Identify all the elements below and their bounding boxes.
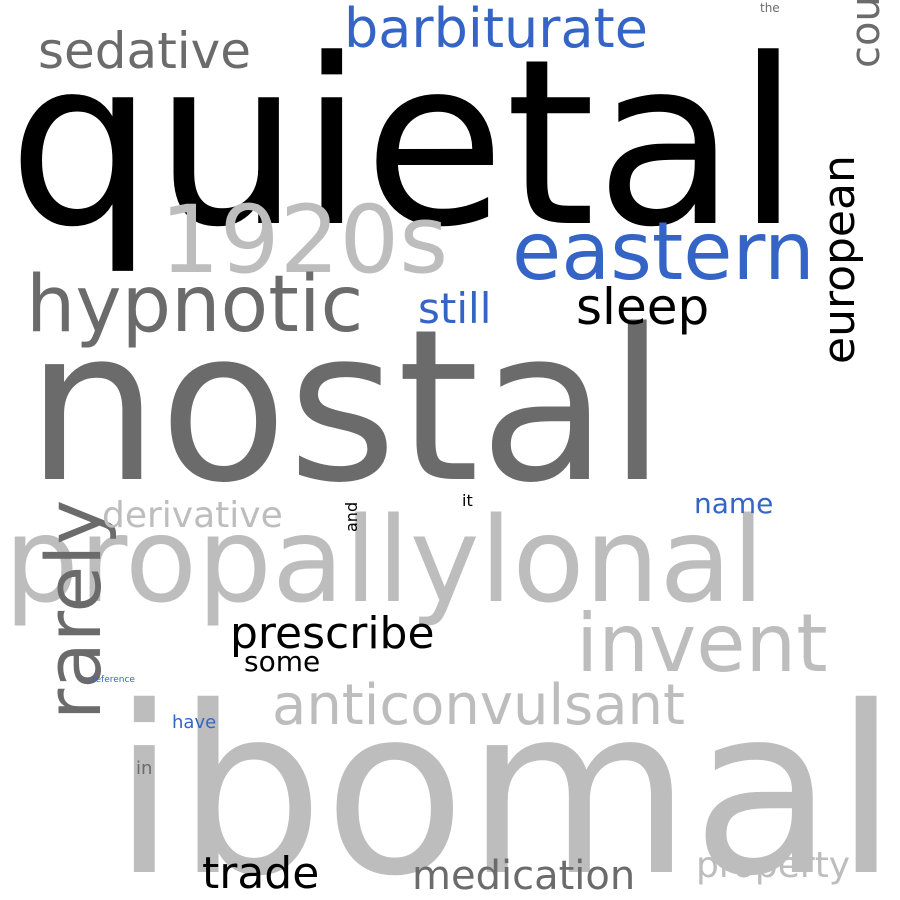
- word-eastern: eastern: [512, 205, 815, 298]
- word-derivative: derivative: [102, 495, 283, 536]
- word-rarely: rarely: [29, 499, 118, 720]
- word-in: in: [136, 758, 153, 779]
- word-property: property: [696, 845, 851, 886]
- word-invent: invent: [576, 597, 828, 690]
- word-nostal: nostal: [26, 284, 667, 529]
- word-still: still: [418, 284, 492, 333]
- word-have: have: [172, 712, 217, 733]
- word-name: name: [694, 487, 774, 520]
- word-quietal: quietal: [8, 11, 801, 278]
- word-1920s: 1920s: [160, 186, 449, 295]
- word-european: european: [814, 155, 865, 364]
- word-anticonvulsant: anticonvulsant: [272, 673, 685, 738]
- word-trade: trade: [202, 848, 320, 899]
- word-ibomal: ibomal: [112, 657, 899, 900]
- word-medication: medication: [412, 853, 636, 899]
- word-reference: reference: [92, 675, 135, 685]
- word-sleep: sleep: [576, 278, 710, 336]
- word-propallylonal: propallylonal: [4, 491, 765, 629]
- word-it: it: [462, 491, 473, 510]
- word-some: some: [244, 645, 321, 678]
- word-sedative: sedative: [38, 22, 252, 80]
- word-country: country: [843, 0, 889, 68]
- word-and: and: [342, 501, 361, 532]
- word-the: the: [760, 1, 780, 15]
- word-barbiturate: barbiturate: [344, 0, 648, 60]
- word-hypnotic: hypnotic: [26, 260, 364, 350]
- word-prescribe: prescribe: [230, 608, 435, 659]
